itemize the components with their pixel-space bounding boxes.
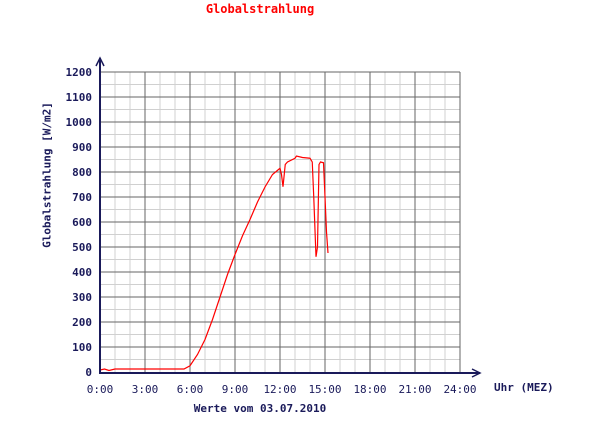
x-tick-label: 15:00 (308, 383, 341, 396)
x-axis-label: Werte vom 03.07.2010 (193, 402, 327, 415)
y-tick-label: 900 (72, 141, 92, 154)
y-tick-label: 1000 (66, 116, 93, 129)
y-tick-label: 500 (72, 241, 92, 254)
y-tick-label: 1200 (66, 66, 93, 79)
y-tick-label: 400 (72, 266, 92, 279)
x-tick-label: 9:00 (222, 383, 249, 396)
x-axis-arrow-icon (471, 368, 482, 378)
y-tick-label: 600 (72, 216, 92, 229)
x-tick-label: 18:00 (353, 383, 386, 396)
x-tick-label: 6:00 (177, 383, 204, 396)
y-axis-arrow-icon (95, 56, 105, 67)
y-tick-label: 1100 (66, 91, 93, 104)
x-axis-unit: Uhr (MEZ) (494, 381, 554, 394)
y-tick-label: 800 (72, 166, 92, 179)
y-tick-label: 300 (72, 291, 92, 304)
y-tick-label: 200 (72, 316, 92, 329)
x-tick-label: 0:00 (87, 383, 114, 396)
x-tick-label: 12:00 (263, 383, 296, 396)
series-line (99, 155, 329, 372)
y-tick-label: 100 (72, 341, 92, 354)
x-tick-label: 21:00 (398, 383, 431, 396)
y-tick-label: 700 (72, 191, 92, 204)
x-tick-label: 3:00 (132, 383, 159, 396)
x-tick-label: 24:00 (443, 383, 476, 396)
chart-title: Globalstrahlung (205, 2, 315, 16)
y-tick-label: 0 (85, 366, 92, 379)
